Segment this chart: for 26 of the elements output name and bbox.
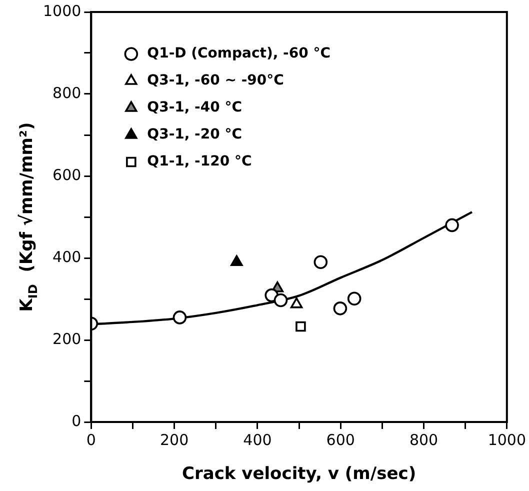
y-tick-label: 400 [52,248,82,266]
point [347,292,362,306]
y-tick-label: 800 [52,84,82,102]
legend-label: Q1-1, -120 °C [147,154,252,170]
y-tick-label: 200 [52,330,82,348]
x-tick-label: 400 [243,430,272,449]
point [274,293,288,308]
y-tick-label: 600 [52,166,82,184]
x-tick-label: 200 [160,430,189,449]
x-axis-title: Crack velocity, v (m/sec) [182,464,416,484]
x-tick-label: 0 [86,430,96,449]
legend-label: Q3-1, -60 ~ -90°C [147,72,284,89]
point [314,255,328,269]
legend-label: Q1-D (Compact), -60 °C [147,46,330,62]
x-tick-label: 800 [409,430,438,449]
y-tick-label: 0 [72,412,82,430]
legend-label: Q3-1, -20 °C [147,126,242,143]
y-tick-label: 1000 [42,2,82,20]
x-tick-label: 1000 [488,430,526,449]
x-tick-label: 600 [326,430,355,449]
point [172,310,187,324]
point [333,302,348,316]
y-axis-title: KID (Kgf √mm/mm²) [17,122,40,312]
legend-label: Q3-1, -40 °C [147,100,242,116]
point [296,321,306,332]
point [445,218,459,232]
